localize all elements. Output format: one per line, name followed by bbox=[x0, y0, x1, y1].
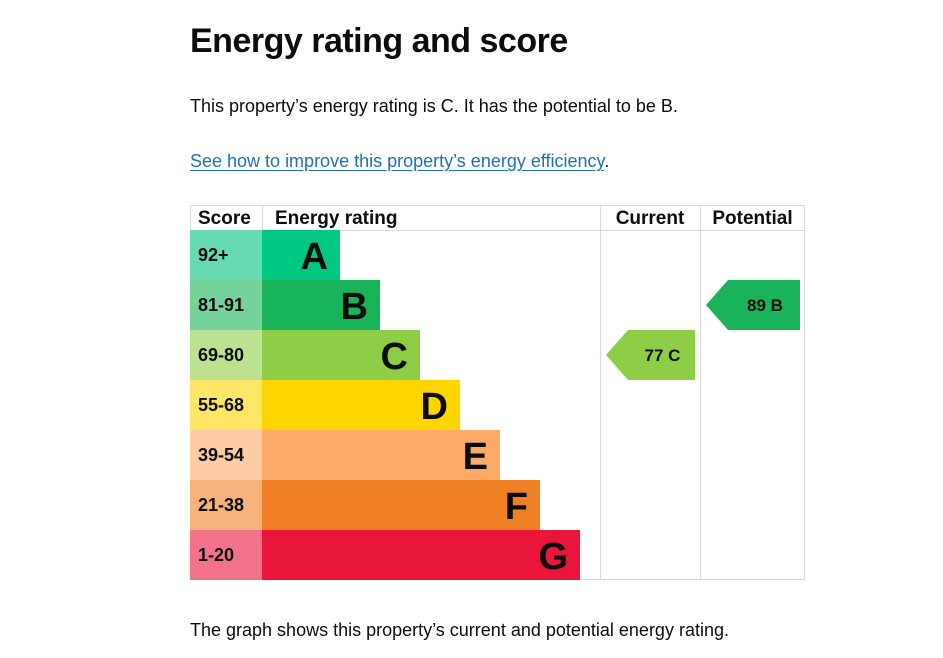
band-bar-d bbox=[262, 380, 460, 430]
column-headers: Score Energy rating Current Potential bbox=[198, 208, 793, 229]
score-cell-e bbox=[190, 430, 262, 480]
score-range-d: 55-68 bbox=[198, 395, 244, 415]
score-range-g: 1-20 bbox=[198, 545, 234, 565]
page-title: Energy rating and score bbox=[190, 22, 568, 60]
header-potential: Potential bbox=[712, 208, 792, 229]
chart-caption: The graph shows this property’s current … bbox=[190, 620, 729, 640]
score-range-a: 92+ bbox=[198, 245, 229, 265]
score-range-c: 69-80 bbox=[198, 345, 244, 365]
band-bar-e bbox=[262, 430, 500, 480]
current-rating-arrow bbox=[606, 330, 695, 380]
link-suffix: . bbox=[604, 151, 610, 171]
score-cell-d bbox=[190, 380, 262, 430]
header-score: Score bbox=[198, 208, 251, 229]
band-letter-f: F bbox=[505, 486, 528, 528]
band-letter-d: D bbox=[421, 386, 448, 428]
band-letter-a: A bbox=[301, 236, 328, 278]
score-range-b: 81-91 bbox=[198, 295, 244, 315]
band-bar-b bbox=[262, 280, 380, 330]
header-current: Current bbox=[616, 208, 685, 229]
band-bar-c bbox=[262, 330, 420, 380]
score-cell-g bbox=[190, 530, 262, 580]
rating-arrows: 77 C 89 B bbox=[606, 280, 800, 380]
score-cell-c bbox=[190, 330, 262, 380]
band-letter-c: C bbox=[381, 336, 408, 378]
band-letter-g: G bbox=[538, 536, 568, 578]
potential-rating-label: 89 B bbox=[747, 296, 783, 315]
band-letter-b: B bbox=[341, 286, 368, 328]
score-cell-b bbox=[190, 280, 262, 330]
energy-rating-chart: Score Energy rating Current Potential 92+ A 8… bbox=[190, 205, 805, 580]
score-range-e: 39-54 bbox=[198, 445, 244, 465]
score-cell-a bbox=[190, 230, 262, 280]
rating-bands: 92+ A 81-91 B 69-80 C 55-68 D 39-54 E 21-38 F 1-20 G bbox=[190, 230, 580, 580]
header-energy-rating: Energy rating bbox=[275, 208, 397, 229]
band-bar-f bbox=[262, 480, 540, 530]
band-letter-e: E bbox=[463, 436, 488, 478]
band-bar-a bbox=[262, 230, 340, 280]
score-range-f: 21-38 bbox=[198, 495, 244, 515]
improve-link-line: See how to improve this property’s energ… bbox=[190, 151, 609, 172]
current-rating-label: 77 C bbox=[645, 346, 681, 365]
improve-efficiency-link[interactable]: See how to improve this property’s energ… bbox=[190, 151, 605, 171]
band-bar-g bbox=[262, 530, 580, 580]
score-cell-f bbox=[190, 480, 262, 530]
rating-summary: This property’s energy rating is C. It h… bbox=[190, 96, 678, 116]
potential-rating-arrow bbox=[706, 280, 800, 330]
